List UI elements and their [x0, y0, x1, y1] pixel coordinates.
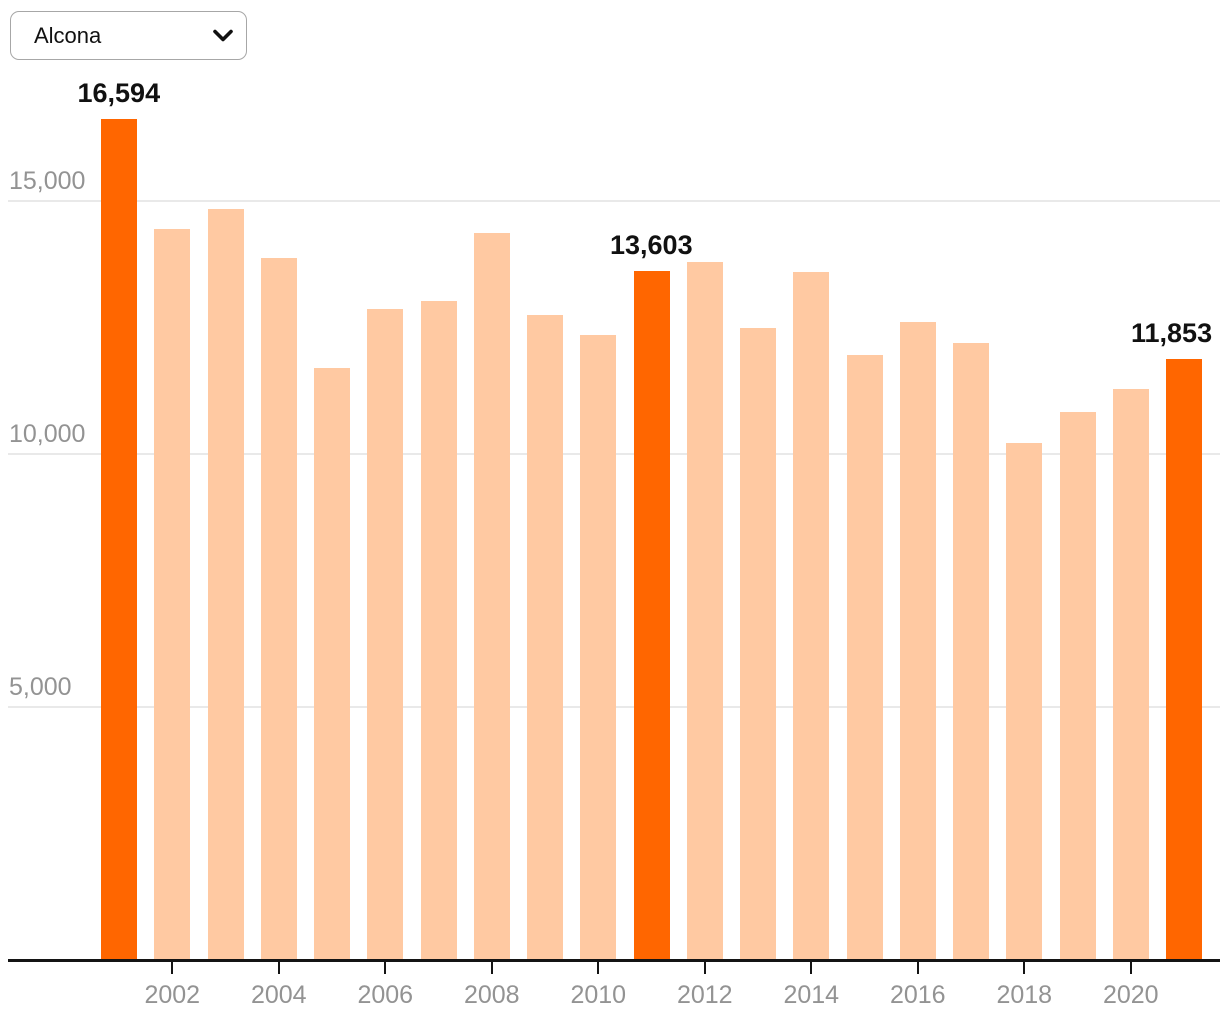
x-tick-2014	[810, 962, 813, 974]
gridline-15000	[8, 200, 1220, 202]
bar-2003[interactable]	[207, 208, 244, 960]
x-tick-2008	[490, 962, 493, 974]
bar-2008[interactable]	[473, 232, 510, 960]
x-axis-label-2012: 2012	[676, 981, 733, 1009]
y-axis-label-5000: 5,000	[9, 673, 72, 702]
x-axis-label-2016: 2016	[889, 981, 946, 1009]
bar-value-label-2001: 16,594	[77, 78, 161, 109]
bar-2012[interactable]	[686, 262, 723, 960]
x-axis-label-2018: 2018	[996, 981, 1053, 1009]
x-axis-label-2008: 2008	[463, 981, 520, 1009]
y-axis-label-15000: 15,000	[9, 167, 86, 195]
bar-2001[interactable]	[101, 119, 137, 960]
y-axis-label-10000: 10,000	[9, 420, 86, 449]
bar-2014[interactable]	[793, 271, 830, 960]
bar-2017[interactable]	[953, 342, 989, 960]
bar-2005[interactable]	[314, 367, 350, 960]
county-select[interactable]: Alcona	[10, 11, 247, 60]
bar-value-label-2011: 13,603	[610, 229, 693, 260]
bar-2015[interactable]	[846, 355, 883, 960]
x-tick-2016	[916, 962, 919, 974]
x-axis-line	[8, 959, 1220, 962]
x-axis-label-2004: 2004	[250, 981, 307, 1009]
bar-2011[interactable]	[633, 270, 670, 960]
bar-2018[interactable]	[1006, 443, 1043, 960]
x-tick-2018	[1023, 962, 1026, 974]
county-select-container: Alcona	[10, 11, 247, 60]
bar-2016[interactable]	[899, 322, 936, 960]
x-axis-label-2020: 2020	[1102, 981, 1159, 1009]
bar-2002[interactable]	[154, 229, 191, 960]
x-axis-label-2002: 2002	[144, 981, 201, 1009]
bar-2010[interactable]	[580, 334, 617, 960]
x-tick-2004	[277, 962, 280, 974]
x-tick-2012	[703, 962, 706, 974]
bar-2021[interactable]	[1166, 359, 1202, 960]
bar-2004[interactable]	[260, 258, 297, 960]
x-tick-2020	[1129, 962, 1132, 974]
x-tick-2010	[597, 962, 600, 974]
x-tick-2006	[384, 962, 387, 974]
bar-2013[interactable]	[740, 328, 776, 960]
bar-2006[interactable]	[367, 308, 404, 960]
x-axis-label-2014: 2014	[783, 981, 840, 1009]
x-tick-2002	[171, 962, 174, 974]
bar-2020[interactable]	[1112, 388, 1149, 960]
bar-2009[interactable]	[527, 315, 563, 960]
bar-2007[interactable]	[420, 301, 457, 960]
x-axis-label-2010: 2010	[570, 981, 627, 1009]
x-axis-label-2006: 2006	[357, 981, 414, 1009]
bar-2019[interactable]	[1059, 412, 1096, 960]
bar-value-label-2021: 11,853	[1131, 318, 1213, 349]
